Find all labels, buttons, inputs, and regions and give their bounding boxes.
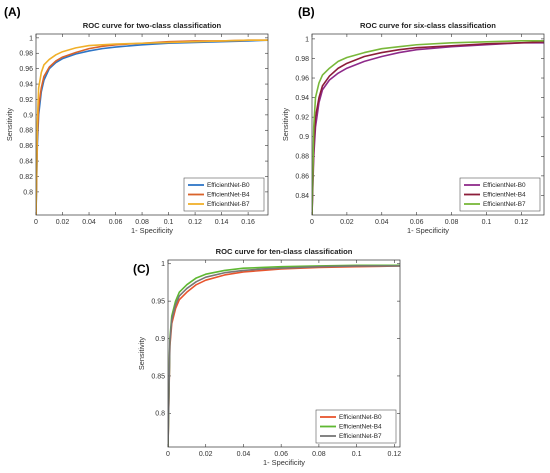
series-line-efficientnet-b4 [168,264,400,447]
legend-entry: EfficientNet-B0 [339,414,382,421]
y-axis-label: Sensitivity [137,337,146,371]
y-axis-label: Sensitivity [5,108,14,142]
x-tick-label: 0.02 [199,451,213,458]
y-tick-label: 0.96 [295,75,309,82]
plot-border [167,259,401,448]
y-tick-label: 0.95 [151,299,165,306]
y-tick-label: 0.88 [295,154,309,161]
x-tick-label: 0.06 [109,219,123,226]
legend-entry: EfficientNet-B7 [207,201,250,208]
series-line-efficientnet-b7 [168,265,400,447]
x-tick-label: 0.1 [352,451,362,458]
x-tick-label: 0.08 [312,451,326,458]
x-tick-label: 0.02 [340,219,354,226]
x-tick-label: 0 [166,451,170,458]
legend-entry: EfficientNet-B4 [483,192,526,199]
x-axis-label: 1- Specificity [407,226,449,235]
legend: EfficientNet-B0 EfficientNet-B4 EfficientN… [183,177,265,212]
y-tick-label: 0.86 [295,173,309,180]
x-axis-label: 1- Specificity [131,226,173,235]
y-tick-label: 0.92 [295,115,309,122]
chart-title: ROC curve for six-class classification [360,21,496,30]
chart-title: ROC curve for ten-class classification [216,247,353,256]
x-tick-label: 0.06 [410,219,424,226]
y-tick-label: 0.9 [155,336,165,343]
x-tick-label: 0 [310,219,314,226]
y-tick-label: 0.82 [19,174,33,181]
y-tick-label: 0.86 [19,143,33,150]
plot-border [311,33,545,216]
x-tick-label: 0.12 [188,219,202,226]
y-tick-label: 0.94 [19,81,33,88]
x-tick-label: 0.04 [237,451,251,458]
y-tick-label: 0.8 [155,411,165,418]
panel-letter: (B) [298,5,315,19]
x-tick-label: 0.12 [515,219,529,226]
legend: EfficientNet-B0 EfficientNet-B4 EfficientN… [315,409,397,444]
legend-entry: EfficientNet-B7 [339,433,382,440]
x-tick-label: 0.08 [135,219,149,226]
y-axis-label: Sensitivity [281,108,290,142]
y-tick-label: 0.9 [299,134,309,141]
y-tick-label: 0.96 [19,66,33,73]
y-tick-label: 0.9 [23,112,33,119]
x-tick-label: 0.14 [215,219,229,226]
x-axis-label: 1- Specificity [263,458,305,467]
x-tick-label: 0.12 [388,451,402,458]
y-tick-label: 0.84 [295,193,309,200]
series-line-efficientnet-b0 [312,42,544,215]
legend-entry: EfficientNet-B4 [339,424,382,431]
y-tick-label: 0.88 [19,128,33,135]
series-line-efficientnet-b4 [312,41,544,215]
legend-entry: EfficientNet-B4 [207,192,250,199]
x-tick-label: 0.06 [274,451,288,458]
x-tick-label: 0 [34,219,38,226]
y-tick-label: 1 [29,35,33,42]
legend: EfficientNet-B0 EfficientNet-B4 EfficientN… [459,177,541,212]
roc-panel-2: (B) ROC curve for six-class classificatio… [281,5,545,235]
x-tick-label: 0.04 [82,219,96,226]
chart-title: ROC curve for two-class classification [83,21,222,30]
y-tick-label: 0.98 [19,51,33,58]
y-tick-label: 0.8 [23,189,33,196]
x-tick-label: 0.1 [164,219,174,226]
y-tick-label: 0.92 [19,97,33,104]
x-tick-label: 0.02 [56,219,70,226]
y-tick-label: 0.85 [151,373,165,380]
y-tick-label: 1 [161,261,165,268]
panel-letter: (C) [133,262,150,276]
roc-panel-1: (A) ROC curve for two-class classificatio… [4,5,269,235]
roc-panel-3: (C) ROC curve for ten-class classificatio… [133,247,401,467]
series-line-efficientnet-b7 [36,39,268,215]
x-tick-label: 0.08 [445,219,459,226]
y-tick-label: 0.94 [295,95,309,102]
panel-letter: (A) [4,5,21,19]
x-tick-label: 0.16 [241,219,255,226]
x-tick-label: 0.04 [375,219,389,226]
legend-entry: EfficientNet-B0 [207,182,250,189]
x-tick-label: 0.1 [482,219,492,226]
y-tick-label: 1 [305,36,309,43]
legend-entry: EfficientNet-B7 [483,201,526,208]
series-line-efficientnet-b7 [312,40,544,215]
y-tick-label: 0.98 [295,56,309,63]
plot-border [35,33,269,216]
y-tick-label: 0.84 [19,158,33,165]
legend-entry: EfficientNet-B0 [483,182,526,189]
